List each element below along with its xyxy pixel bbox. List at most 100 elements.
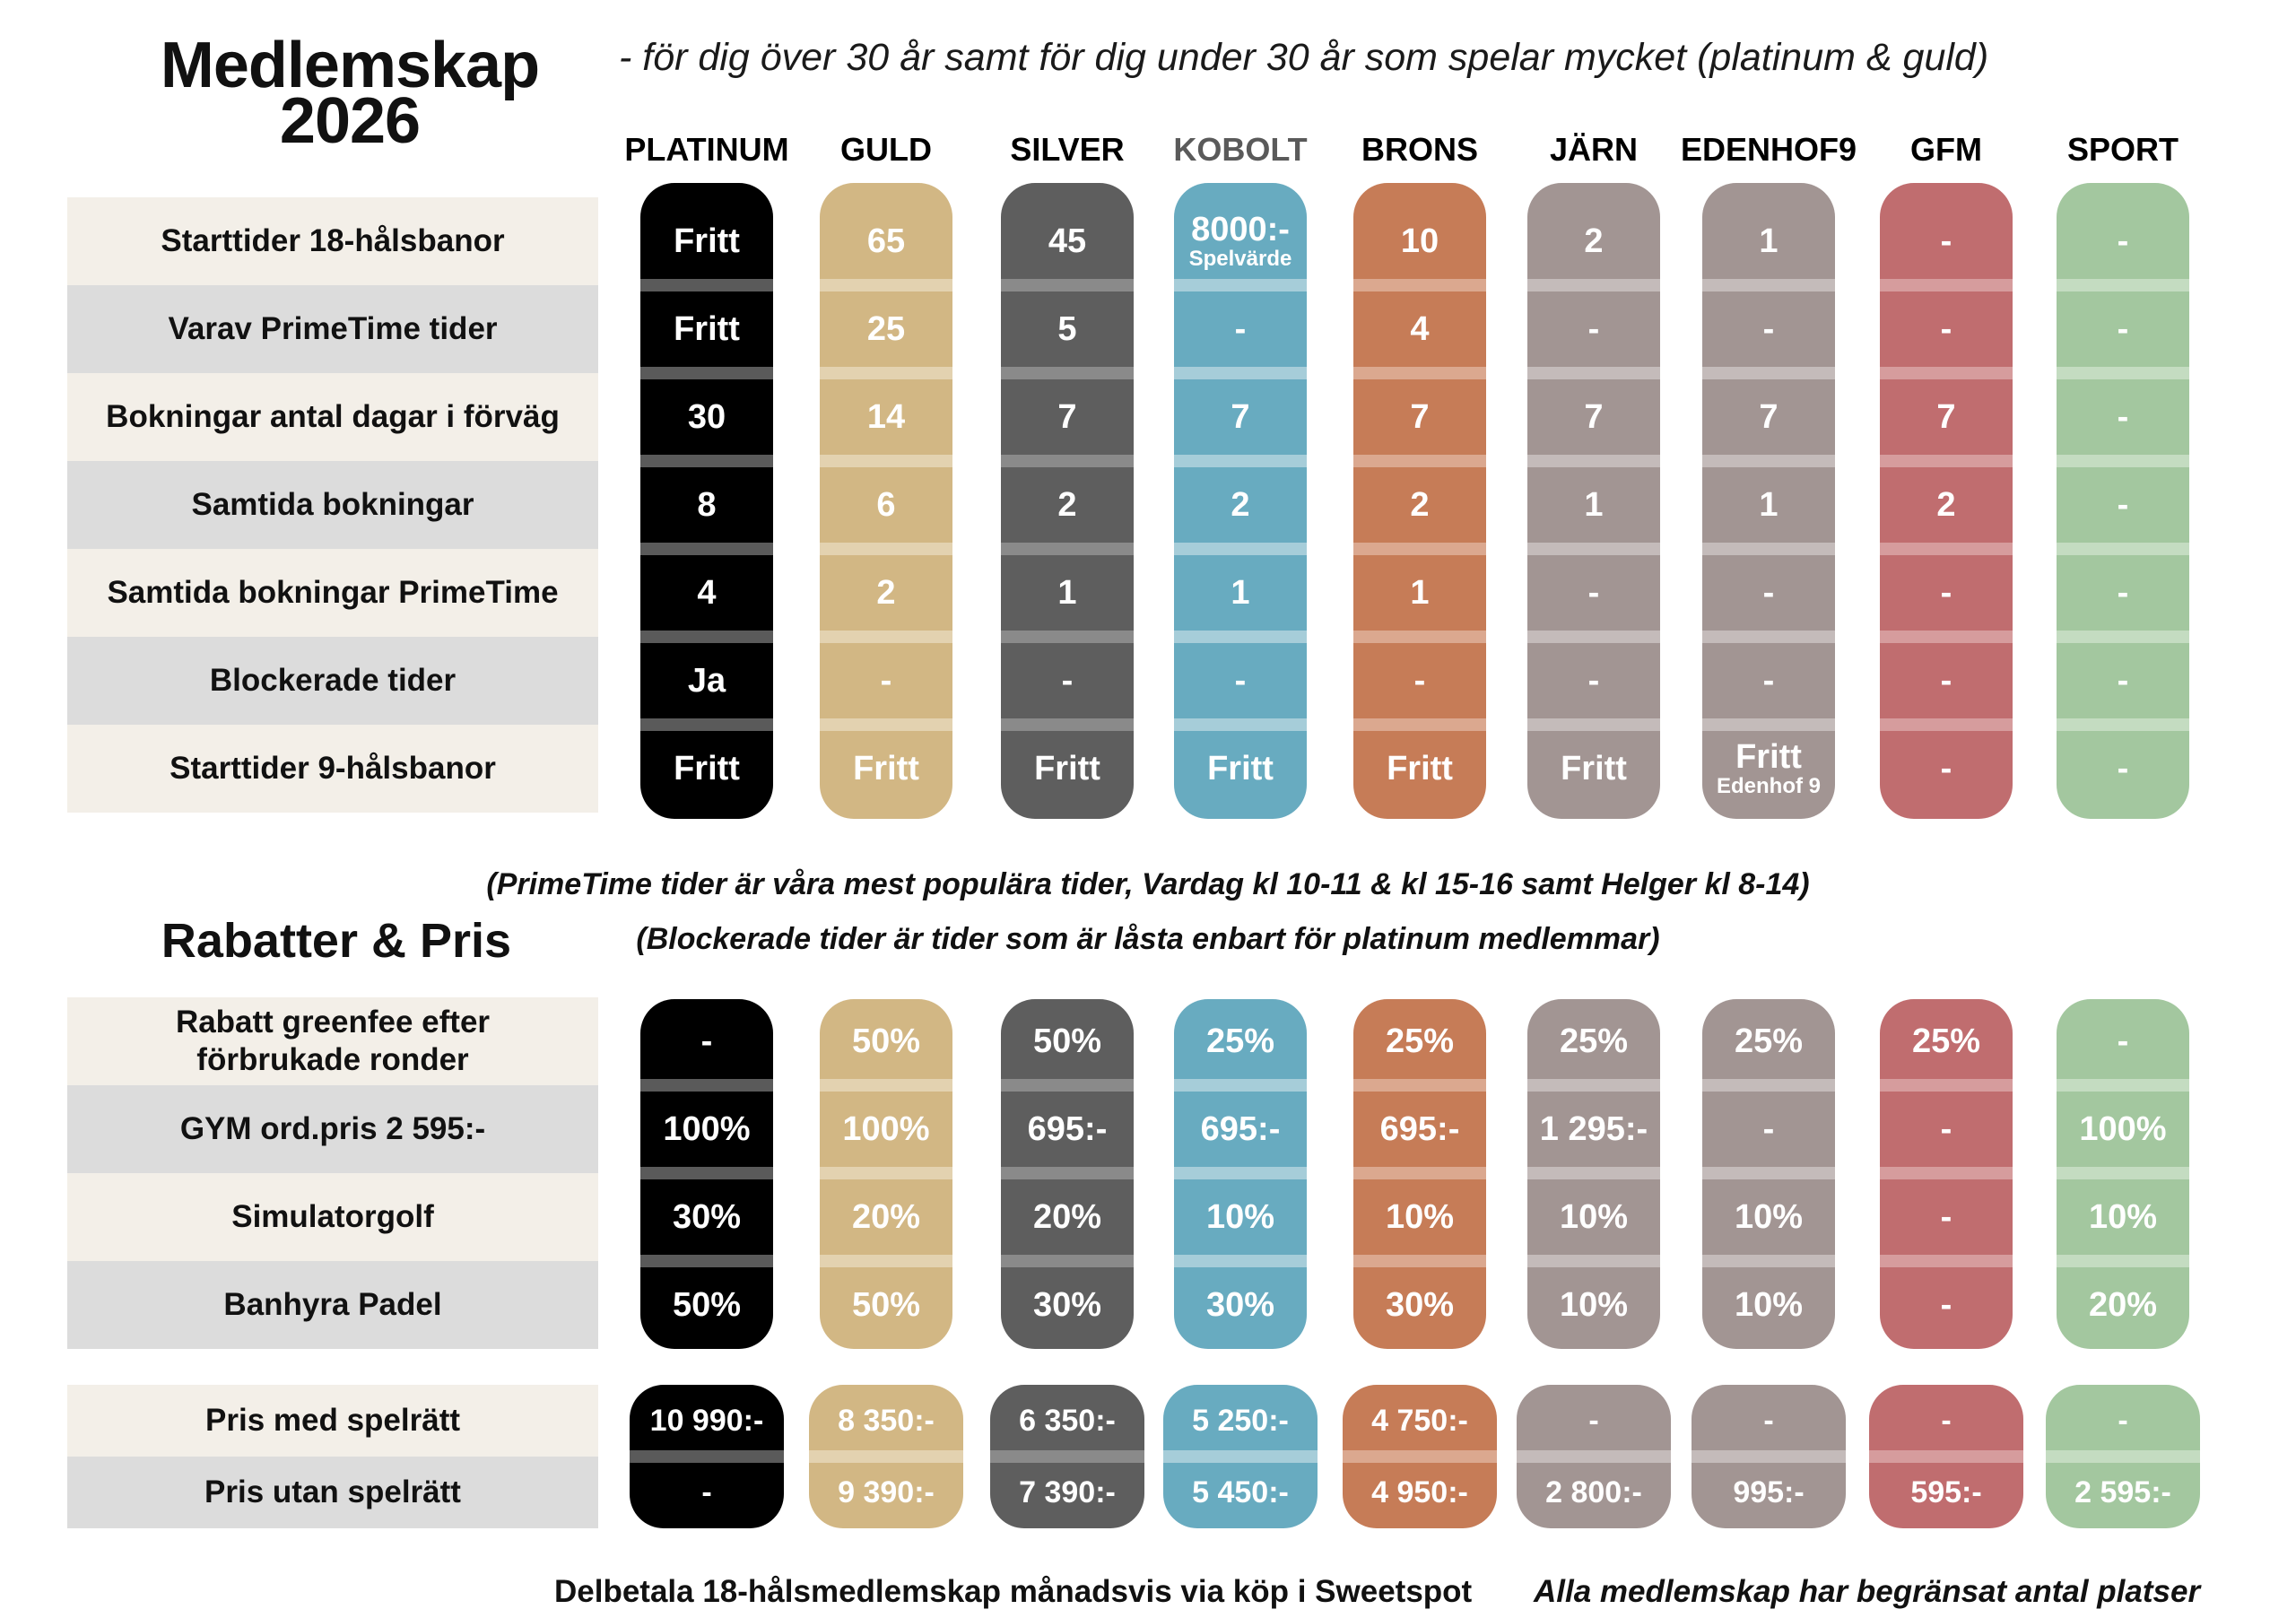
cell-divider xyxy=(1001,279,1134,291)
cell-divider xyxy=(990,1450,1144,1463)
value-cell: 50% xyxy=(851,1022,921,1060)
value-cell: - xyxy=(1588,1404,1599,1438)
column-header-edenhof9: EDENHOF9 xyxy=(1680,131,1857,168)
value-cell: 30% xyxy=(672,1198,742,1236)
value-cell: 30% xyxy=(1205,1286,1275,1324)
section3-column-edenhof9: - 995:- xyxy=(1692,1385,1846,1528)
cell-divider xyxy=(1353,631,1486,643)
cell-divider xyxy=(1527,543,1660,555)
cell-divider xyxy=(820,631,952,643)
value-cell: - xyxy=(1762,310,1775,348)
cell-divider xyxy=(820,367,952,379)
cell-divider xyxy=(1001,543,1134,555)
value-cell: 2 xyxy=(1231,486,1250,524)
row-label-bokningar-antal-dagar-i-forvag: Bokningar antal dagar i förväg xyxy=(67,373,598,461)
section3-column-guld: 8 350:- 9 390:- xyxy=(809,1385,963,1528)
cell-divider xyxy=(1880,543,2013,555)
value-cell: - xyxy=(1940,1198,1952,1236)
value-cell: Fritt xyxy=(674,310,740,348)
cell-divider xyxy=(820,1255,952,1267)
section2-column-silver: 50% 695:- 20% 30% xyxy=(1001,999,1134,1349)
value-cell: - xyxy=(1940,310,1952,348)
section1-column-jarn: 2 - 7 1 - - Fritt xyxy=(1527,183,1660,819)
value-cell: 25 xyxy=(866,310,906,348)
cell-divider xyxy=(1174,1079,1307,1092)
value-main: 8000:- xyxy=(1191,211,1290,248)
cell-divider xyxy=(820,718,952,731)
value-cell: - xyxy=(1762,1110,1775,1148)
value-cell: 20% xyxy=(1032,1198,1102,1236)
cell-divider xyxy=(2057,279,2189,291)
value-cell: - xyxy=(2117,398,2129,436)
value-cell: 7 xyxy=(1057,398,1077,436)
value-cell: 5 450:- xyxy=(1192,1475,1289,1509)
value-cell: 7 xyxy=(1936,398,1956,436)
value-cell: 65 xyxy=(866,222,906,260)
cell-divider xyxy=(820,455,952,467)
value-cell: 1 xyxy=(1759,222,1779,260)
value-cell: 1 295:- xyxy=(1539,1110,1648,1148)
cell-divider xyxy=(1702,279,1835,291)
cell-divider xyxy=(1353,1255,1486,1267)
value-cell: - xyxy=(2117,486,2129,524)
value-cell: 2 xyxy=(1410,486,1430,524)
value-cell: 8 xyxy=(697,486,717,524)
value-sub: Spelvärde xyxy=(1188,247,1292,271)
page-title-line2: 2026 xyxy=(279,85,421,157)
cell-divider xyxy=(1353,455,1486,467)
value-cell: 100% xyxy=(842,1110,930,1148)
value-cell: 50% xyxy=(1032,1022,1102,1060)
column-header-platinum: PLATINUM xyxy=(624,131,789,168)
value-cell: 25% xyxy=(1911,1022,1981,1060)
section3-column-jarn: - 2 800:- xyxy=(1517,1385,1671,1528)
column-header-kobolt: KOBOLT xyxy=(1173,131,1308,168)
value-cell: - xyxy=(1762,574,1775,612)
column-header-sport: SPORT xyxy=(2066,131,2179,168)
value-cell: 1 xyxy=(1057,574,1077,612)
cell-divider xyxy=(1353,1079,1486,1092)
cell-divider xyxy=(1527,367,1660,379)
row-label-rabatt-greenfee-efter-forbrukade-ronder: Rabatt greenfee efter förbrukade ronder xyxy=(67,997,598,1085)
cell-divider xyxy=(1174,455,1307,467)
section1-column-brons: 10 4 7 2 1 - Fritt xyxy=(1353,183,1486,819)
value-cell: Fritt Edenhof 9 xyxy=(1702,725,1835,813)
row-label-simulatorgolf: Simulatorgolf xyxy=(67,1173,598,1261)
value-cell: 6 xyxy=(876,486,896,524)
value-cell: 695:- xyxy=(1379,1110,1460,1148)
value-cell: 5 xyxy=(1057,310,1077,348)
value-cell: Fritt xyxy=(674,750,740,787)
value-cell: 1 xyxy=(1584,486,1604,524)
cell-divider xyxy=(640,455,773,467)
value-cell: 10% xyxy=(1559,1198,1629,1236)
cell-divider xyxy=(1001,718,1134,731)
cell-divider xyxy=(1702,1167,1835,1179)
cell-divider xyxy=(2046,1450,2200,1463)
cell-divider xyxy=(1880,279,2013,291)
blocked-note: (Blockerade tider är tider som är låsta … xyxy=(636,922,1660,956)
value-cell: Fritt xyxy=(1207,750,1274,787)
page-subtitle: - för dig över 30 år samt för dig under … xyxy=(619,36,1989,79)
value-cell: 100% xyxy=(663,1110,751,1148)
row-label-starttider-18-halsbanor: Starttider 18-hålsbanor xyxy=(67,197,598,285)
value-cell: 7 xyxy=(1759,398,1779,436)
value-cell: 20% xyxy=(2088,1286,2158,1324)
value-cell: - xyxy=(1587,574,1600,612)
value-cell: 4 950:- xyxy=(1371,1475,1468,1509)
cell-divider xyxy=(1353,367,1486,379)
value-cell: - xyxy=(2118,1404,2128,1438)
cell-divider xyxy=(1702,1255,1835,1267)
value-cell: 7 xyxy=(1410,398,1430,436)
cell-divider xyxy=(640,367,773,379)
row-label-starttider-9-halsbanor: Starttider 9-hålsbanor xyxy=(67,725,598,813)
value-cell: 6 350:- xyxy=(1019,1404,1116,1438)
cell-divider xyxy=(1353,1167,1486,1179)
value-cell: 10% xyxy=(2088,1198,2158,1236)
value-cell: 20% xyxy=(851,1198,921,1236)
value-cell: - xyxy=(2117,750,2129,787)
section2-column-jarn: 25% 1 295:- 10% 10% xyxy=(1527,999,1660,1349)
cell-divider xyxy=(1163,1450,1318,1463)
value-cell: - xyxy=(2117,662,2129,700)
cell-divider xyxy=(1880,631,2013,643)
value-cell: - xyxy=(1940,574,1952,612)
value-cell: 2 xyxy=(1936,486,1956,524)
